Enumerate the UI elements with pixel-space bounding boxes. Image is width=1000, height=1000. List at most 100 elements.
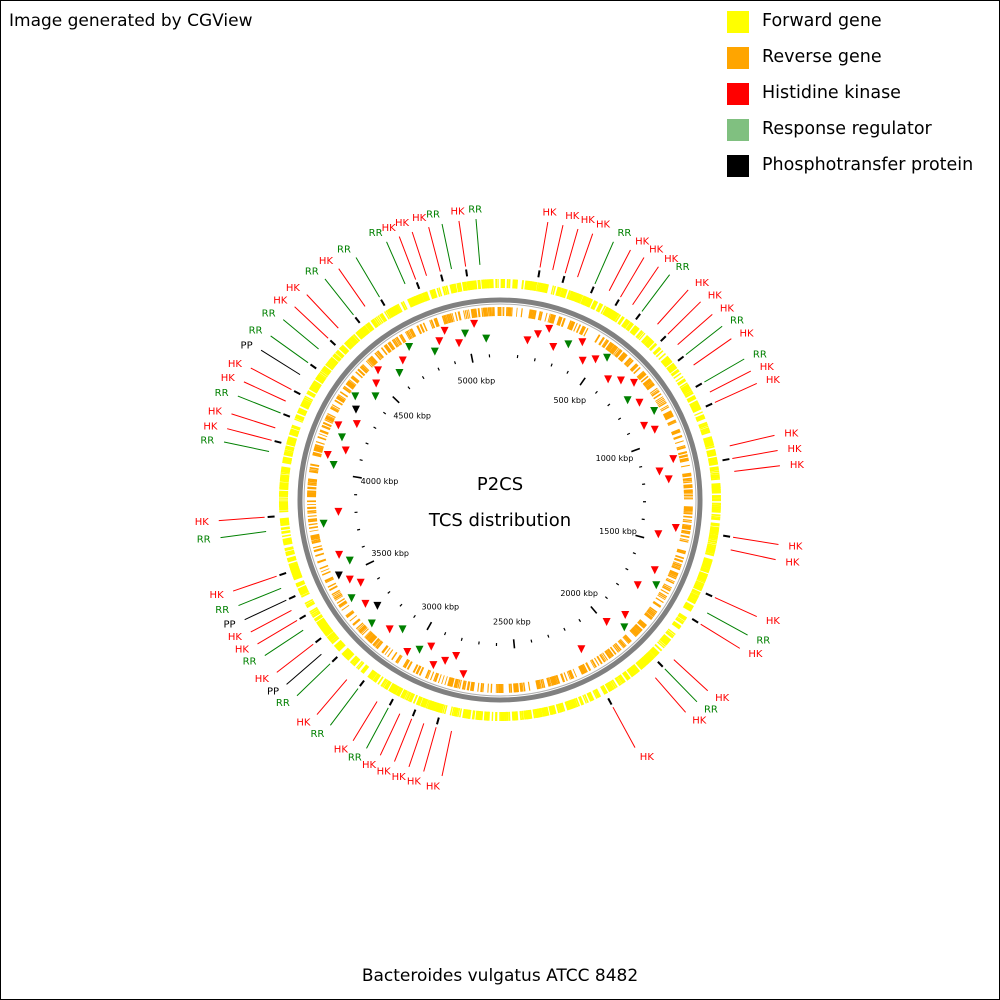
forward-gene-mark — [452, 283, 458, 293]
reverse-gene-mark — [348, 379, 357, 386]
feature-label-hk: HK — [450, 207, 465, 218]
reverse-gene-mark — [310, 533, 320, 538]
reverse-gene-mark — [429, 671, 435, 681]
feature-label-hk: HK — [785, 557, 800, 568]
forward-gene-mark — [630, 326, 639, 336]
tcs-marker-hk — [654, 530, 663, 539]
forward-gene-mark — [608, 681, 615, 690]
forward-gene-mark — [295, 580, 305, 586]
forward-gene-mark — [595, 688, 602, 698]
reverse-gene-mark — [450, 677, 455, 688]
forward-gene-mark — [515, 711, 519, 721]
reverse-gene-mark — [578, 665, 584, 675]
forward-gene-mark — [357, 661, 365, 670]
feature-label-rr: RR — [262, 309, 276, 320]
tcs-marker-hk — [429, 661, 438, 670]
reverse-gene-mark — [547, 313, 551, 323]
forward-gene-mark — [369, 670, 377, 680]
reverse-gene-mark — [310, 463, 320, 468]
tcs-marker-hk — [604, 375, 613, 384]
reverse-gene-mark — [453, 678, 458, 688]
reverse-gene-mark — [395, 654, 402, 664]
scale-minor-tick — [437, 367, 440, 371]
forward-gene-mark — [511, 711, 515, 721]
reverse-gene-mark — [617, 640, 625, 649]
forward-gene-mark — [708, 537, 718, 542]
reverse-gene-mark — [569, 669, 575, 679]
scale-label: 5000 kbp — [458, 376, 496, 385]
reverse-gene-mark — [361, 628, 369, 636]
feature-label-hk: HK — [362, 760, 377, 771]
forward-gene-mark — [302, 398, 312, 405]
reverse-gene-mark — [648, 607, 657, 615]
forward-gene-mark — [425, 291, 431, 301]
reverse-gene-mark — [410, 328, 417, 338]
feature-label-hk: HK — [715, 693, 730, 704]
reverse-gene-mark — [308, 519, 318, 523]
forward-gene-mark — [602, 306, 608, 315]
tcs-marker-rr — [603, 353, 612, 362]
tcs-marker-rr — [620, 623, 629, 632]
forward-gene-mark — [429, 290, 434, 300]
reverse-gene-mark — [309, 529, 319, 532]
reverse-gene-mark — [355, 622, 364, 630]
forward-gene-mark — [349, 336, 358, 345]
forward-gene-mark — [425, 699, 430, 709]
forward-gene-mark — [676, 378, 687, 386]
forward-gene-mark — [482, 279, 487, 289]
forward-gene-mark — [565, 700, 572, 711]
forward-gene-mark — [571, 698, 577, 709]
forward-gene-mark — [351, 657, 359, 665]
callout-line — [237, 395, 281, 414]
forward-gene-mark — [619, 674, 626, 683]
forward-gene-mark — [383, 311, 390, 320]
forward-gene-mark — [475, 710, 480, 720]
reverse-gene-mark — [567, 670, 573, 680]
forward-gene-mark — [691, 405, 701, 412]
reverse-gene-mark — [387, 649, 394, 658]
scale-major-tick — [426, 621, 433, 631]
forward-gene-mark — [400, 689, 407, 699]
center-title: P2CS — [477, 474, 523, 495]
forward-gene-mark — [300, 590, 309, 596]
forward-gene-mark — [709, 466, 719, 470]
forward-gene-mark — [675, 375, 684, 383]
forward-gene-mark — [675, 617, 684, 625]
forward-gene-mark — [343, 341, 353, 350]
forward-gene-mark — [692, 407, 702, 413]
forward-gene-mark — [291, 569, 301, 576]
forward-gene-mark — [323, 627, 333, 636]
reverse-gene-mark — [307, 478, 318, 482]
reverse-gene-mark — [632, 626, 641, 634]
forward-gene-mark — [526, 709, 531, 720]
forward-gene-mark — [698, 571, 709, 577]
forward-gene-mark — [279, 517, 289, 521]
reverse-gene-mark — [333, 592, 342, 599]
forward-gene-mark — [696, 576, 707, 583]
callout-line — [227, 428, 272, 441]
forward-gene-mark — [317, 373, 326, 381]
forward-gene-mark — [299, 588, 309, 595]
forward-gene-mark — [649, 649, 658, 658]
reverse-gene-mark — [310, 537, 321, 541]
reverse-gene-mark — [594, 334, 601, 343]
forward-gene-mark — [351, 335, 359, 343]
reverse-gene-mark — [598, 336, 605, 346]
reverse-gene-mark — [539, 311, 543, 321]
forward-gene-mark — [637, 331, 644, 340]
forward-gene-mark — [295, 414, 305, 421]
forward-gene-mark — [280, 522, 290, 527]
callout-line — [296, 663, 331, 697]
forward-gene-mark — [568, 290, 573, 300]
forward-gene-mark — [322, 365, 332, 374]
forward-gene-mark — [631, 665, 639, 674]
forward-gene-mark — [279, 483, 289, 487]
reverse-gene-mark — [638, 372, 647, 381]
forward-gene-mark — [658, 352, 667, 361]
reverse-gene-mark — [680, 464, 690, 468]
feature-tick — [635, 313, 641, 321]
forward-gene-mark — [471, 710, 476, 720]
scale-minor-tick — [365, 442, 369, 445]
forward-gene-mark — [544, 706, 550, 717]
